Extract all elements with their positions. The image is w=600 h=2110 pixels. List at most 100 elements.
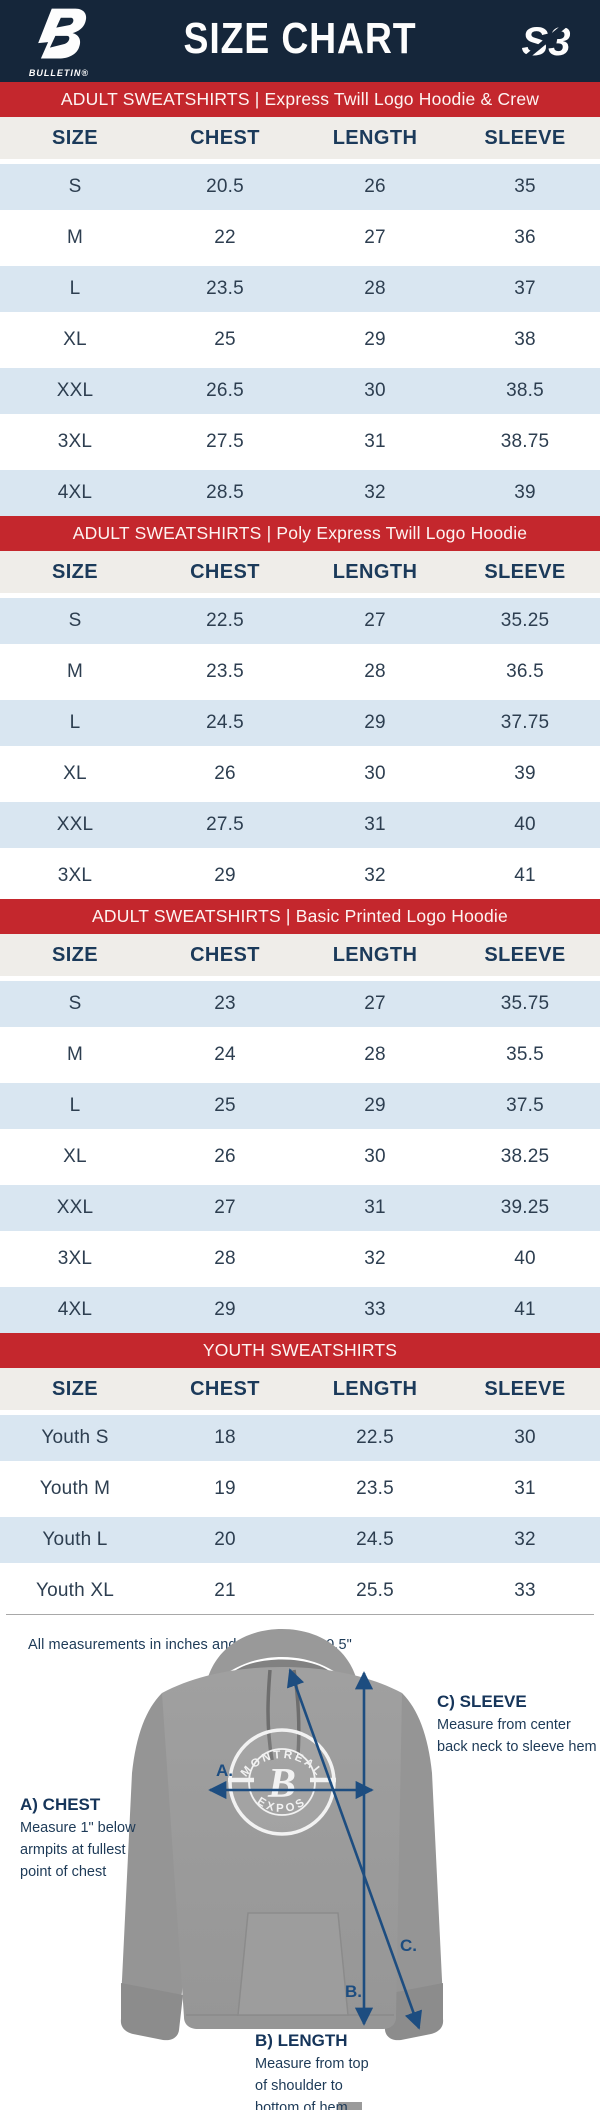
measurement-cell: 31 [300, 797, 450, 851]
measurement-cell: 28 [300, 261, 450, 315]
chest-annotation: A) CHEST Measure 1" below armpits at ful… [20, 1795, 136, 1880]
table-row: Youth M 19 23.5 31 [0, 1461, 600, 1515]
table-row: S 22.5 27 35.25 [0, 593, 600, 647]
table-row: 3XL 27.5 31 38.75 [0, 414, 600, 468]
size-cell: 4XL [0, 1282, 150, 1333]
size-cell: Youth XL [0, 1563, 150, 1614]
size-table-section: ADULT SWEATSHIRTS | Express Twill Logo H… [0, 82, 600, 516]
measurement-diagram: MONTREAL EXPOS B A. B. C. A) CHEST Measu… [0, 1625, 600, 2110]
size-cell: Youth M [0, 1461, 150, 1515]
table-row: M 23.5 28 36.5 [0, 644, 600, 698]
size-cell: XL [0, 312, 150, 366]
size-cell: XXL [0, 1180, 150, 1234]
size-cell: XXL [0, 797, 150, 851]
measurement-cell: 32 [300, 465, 450, 516]
table-row: L 25 29 37.5 [0, 1078, 600, 1132]
table-row: M 22 27 36 [0, 210, 600, 264]
size-table: SIZE CHEST LENGTH SLEEVE S 22.5 27 35.25 M 23.5 28… [0, 551, 600, 899]
measurement-cell: 36 [450, 210, 600, 264]
measurement-cell: 26 [300, 159, 450, 213]
measurement-cell: 24.5 [150, 695, 300, 749]
size-cell: L [0, 1078, 150, 1132]
size-cell: S [0, 159, 150, 213]
kangaroo-pocket [237, 1912, 349, 2016]
measurement-cell: 27 [300, 210, 450, 264]
header-row: SIZE CHEST LENGTH SLEEVE [0, 1368, 600, 1413]
montreal-expos-logo: MONTREAL EXPOS B [228, 1728, 336, 1836]
measurement-cell: 22.5 [300, 1410, 450, 1464]
size-cell: XXL [0, 363, 150, 417]
measurement-cell: 38.75 [450, 414, 600, 468]
table-row: S 23 27 35.75 [0, 976, 600, 1030]
size-cell: M [0, 1027, 150, 1081]
size-table-section: YOUTH SWEATSHIRTS SIZE CHEST LENGTH SLEEVE Yo… [0, 1333, 600, 1614]
measurement-cell: 35.75 [450, 976, 600, 1030]
page-title: SIZE CHART [183, 14, 417, 63]
column-header: LENGTH [300, 117, 450, 162]
measurement-cell: 28.5 [150, 465, 300, 516]
measurement-cell: 24 [150, 1027, 300, 1081]
size-cell: 3XL [0, 414, 150, 468]
size-cell: L [0, 261, 150, 315]
label-b: B. [345, 1982, 362, 2001]
measurement-cell: 40 [450, 797, 600, 851]
hoodie-illustration: MONTREAL EXPOS B [120, 1629, 444, 2110]
measurement-cell: 25 [150, 1078, 300, 1132]
measurement-cell: 27 [300, 976, 450, 1030]
measurement-cell: 24.5 [300, 1512, 450, 1566]
category-banner: YOUTH SWEATSHIRTS [0, 1333, 600, 1368]
measurement-cell: 35.25 [450, 593, 600, 647]
table-row: XL 26 30 38.25 [0, 1129, 600, 1183]
measurement-cell: 32 [450, 1512, 600, 1566]
column-header: CHEST [150, 934, 300, 979]
measurement-cell: 26 [150, 1129, 300, 1183]
table-row: 3XL 28 32 40 [0, 1231, 600, 1285]
measurement-cell: 41 [450, 848, 600, 899]
category-banner: ADULT SWEATSHIRTS | Express Twill Logo H… [0, 82, 600, 117]
measurement-cell: 19 [150, 1461, 300, 1515]
category-banner: ADULT SWEATSHIRTS | Basic Printed Logo H… [0, 899, 600, 934]
table-row: XXL 26.5 30 38.5 [0, 363, 600, 417]
table-row: 3XL 29 32 41 [0, 848, 600, 899]
measurement-cell: 32 [300, 1231, 450, 1285]
column-header: SLEEVE [450, 117, 600, 162]
measurement-cell: 31 [450, 1461, 600, 1515]
logo-monogram: B [267, 1761, 296, 1807]
left-cuff [120, 1983, 183, 2041]
measurement-cell: 31 [300, 1180, 450, 1234]
size-cell: XL [0, 746, 150, 800]
size-table: SIZE CHEST LENGTH SLEEVE S 20.5 26 35 M 22 27 36 L 23… [0, 117, 600, 516]
size-cell: M [0, 644, 150, 698]
measurement-cell: 30 [450, 1410, 600, 1464]
size-cell: XL [0, 1129, 150, 1183]
measurement-cell: 29 [150, 1282, 300, 1333]
category-banner: ADULT SWEATSHIRTS | Poly Express Twill L… [0, 516, 600, 551]
table-row: L 24.5 29 37.75 [0, 695, 600, 749]
measurement-cell: 38.5 [450, 363, 600, 417]
table-row: XL 25 29 38 [0, 312, 600, 366]
measurement-cell: 18 [150, 1410, 300, 1464]
column-header: LENGTH [300, 551, 450, 596]
table-row: L 23.5 28 37 [0, 261, 600, 315]
table-row: M 24 28 35.5 [0, 1027, 600, 1081]
header-row: SIZE CHEST LENGTH SLEEVE [0, 117, 600, 162]
measurement-cell: 20.5 [150, 159, 300, 213]
table-row: S 20.5 26 35 [0, 159, 600, 213]
measurement-cell: 29 [300, 312, 450, 366]
measurement-cell: 30 [300, 746, 450, 800]
measurement-cell: 30 [300, 363, 450, 417]
size-cell: L [0, 695, 150, 749]
table-row: Youth S 18 22.5 30 [0, 1410, 600, 1464]
measurement-cell: 27 [300, 593, 450, 647]
measurement-cell: 33 [300, 1282, 450, 1333]
table-row: Youth L 20 24.5 32 [0, 1512, 600, 1566]
bulletin-wordmark: BULLETIN® [28, 68, 90, 78]
drawstring-left [266, 1669, 274, 1761]
measurement-cell: 36.5 [450, 644, 600, 698]
measurement-cell: 39 [450, 465, 600, 516]
measurement-cell: 39.25 [450, 1180, 600, 1234]
measurement-cell: 26 [150, 746, 300, 800]
bottom-artifact [338, 2102, 362, 2110]
measurement-cell: 23 [150, 976, 300, 1030]
header-bar: BULLETIN® SIZE CHART S3 [0, 0, 600, 82]
